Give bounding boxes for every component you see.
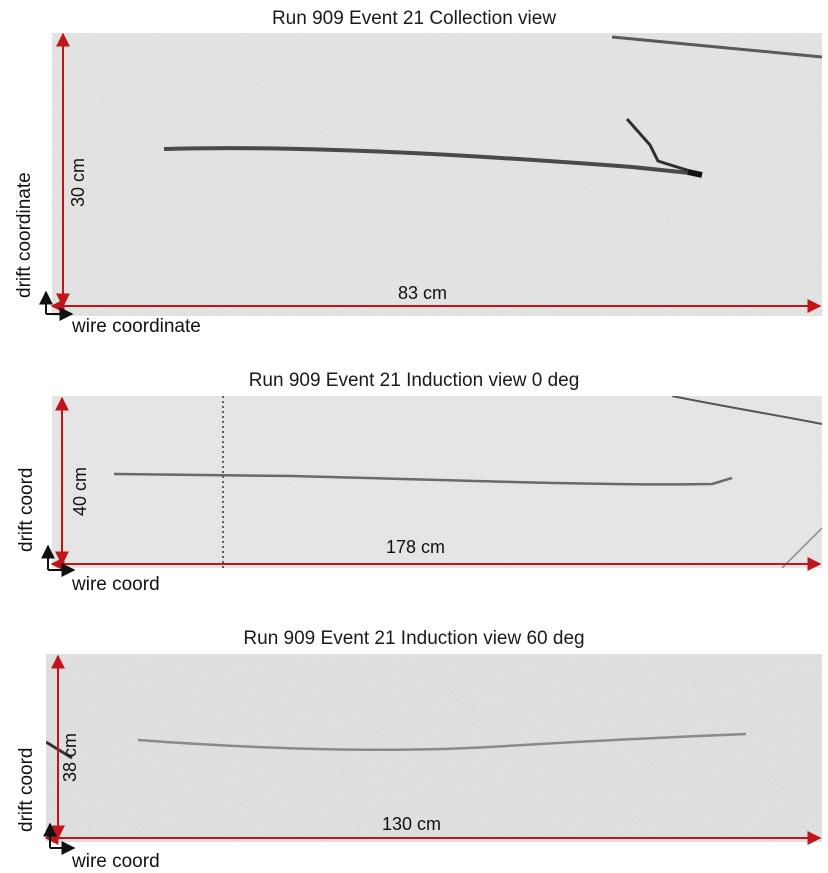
vertical-dimension-label: 40 cm	[70, 466, 90, 516]
panel-title-induction-0: Run 909 Event 21 Induction view 0 deg	[248, 370, 580, 391]
panel-title-collection: Run 909 Event 21 Collection view	[271, 8, 557, 29]
drift-coordinate-label: drift coordinate	[14, 172, 35, 298]
horizontal-dimension-label: 178 cm	[386, 537, 446, 557]
panel-title-induction-60: Run 909 Event 21 Induction view 60 deg	[243, 628, 585, 649]
event-display-collection	[52, 33, 822, 316]
horizontal-dimension-label: 83 cm	[398, 283, 448, 303]
drift-coordinate-label: drift coord	[16, 747, 37, 832]
event-display-induction-60	[46, 654, 822, 842]
drift-coordinate-label: drift coord	[16, 467, 37, 552]
event-display-induction-0	[52, 396, 822, 568]
horizontal-dimension-label: 130 cm	[382, 814, 442, 834]
wire-coordinate-label: wire coord	[72, 851, 160, 872]
wire-coordinate-label: wire coordinate	[72, 316, 201, 337]
vertical-dimension-label: 30 cm	[68, 157, 88, 207]
wire-coordinate-label: wire coord	[72, 574, 160, 595]
vertical-dimension-label: 38 cm	[60, 732, 80, 782]
